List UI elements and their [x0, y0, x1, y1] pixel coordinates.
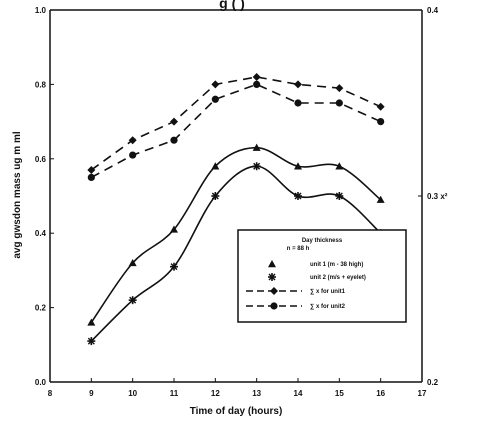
data-point: [294, 99, 302, 107]
y2-tick-label: 0.4: [427, 6, 439, 15]
legend-label: ∑ x for unit2: [310, 304, 346, 310]
data-point: [376, 102, 385, 111]
y-tick-label: 0.4: [35, 229, 47, 238]
series-line: [90, 165, 382, 342]
y-tick-label: 1.0: [35, 6, 47, 15]
x-tick-label: 11: [170, 389, 179, 398]
legend-box: [237, 229, 407, 323]
data-point: [252, 162, 261, 171]
data-point: [376, 195, 385, 203]
star-stroke: [294, 192, 302, 200]
star-stroke: [253, 162, 261, 170]
star-stroke: [211, 192, 219, 200]
data-point: [377, 118, 385, 126]
data-point: [211, 162, 220, 170]
y-tick-label: 0.6: [35, 155, 47, 164]
data-point: [128, 136, 137, 145]
series-3: [87, 72, 385, 174]
legend-marker: [270, 302, 278, 310]
data-point: [335, 99, 343, 107]
legend-marker: [268, 260, 276, 268]
y-tick-label: 0.8: [35, 80, 47, 89]
data-point: [87, 165, 96, 174]
series-line: [90, 76, 381, 171]
legend-item: ∑ x for unit2: [246, 302, 346, 310]
x-axis-title: Time of day (hours): [190, 406, 283, 417]
y-tick-label: 0.2: [35, 304, 47, 313]
data-point: [294, 192, 302, 200]
data-point: [211, 95, 219, 103]
data-point: [87, 337, 96, 346]
data-point: [335, 84, 344, 93]
legend-marker: [268, 273, 276, 281]
axes: 8 9 10 11 12 13 14 15 16 17 0.0 0.2 0.4 0.6 0.8 1.0 0.2 0…: [35, 6, 448, 398]
star-stroke: [87, 337, 95, 345]
data-point: [252, 72, 261, 81]
series-2: [87, 162, 385, 346]
series-1: [87, 143, 385, 326]
data-point: [211, 80, 220, 89]
data-point: [170, 117, 178, 126]
y2-tick-label: 0.2: [427, 378, 439, 387]
data-point: [170, 225, 178, 233]
x-tick-label: 14: [294, 389, 303, 398]
series-line: [90, 83, 381, 179]
legend-subtitle: n = 88 h: [287, 246, 310, 252]
legend-label: unit 2 (m/s + eyelet): [310, 275, 366, 281]
data-point: [128, 296, 137, 305]
y-tick-label: 0.0: [35, 378, 47, 387]
data-point: [128, 258, 137, 267]
data-point: [294, 162, 302, 170]
data-point: [335, 162, 344, 170]
star-stroke: [129, 296, 137, 304]
series-layer: [87, 72, 385, 346]
data-point: [252, 143, 261, 151]
data-point: [129, 151, 137, 159]
star-stroke: [170, 263, 178, 271]
data-point: [294, 80, 302, 89]
x-tick-label: 16: [376, 389, 385, 398]
data-point: [170, 262, 178, 271]
x-tick-label: 10: [128, 389, 137, 398]
data-point: [170, 136, 178, 144]
data-point: [87, 173, 95, 181]
legend-label: unit 1 (m - 38 high): [310, 262, 363, 268]
x-tick-label: 8: [48, 389, 53, 398]
legend-item: ∑ x for unit1: [246, 287, 346, 295]
data-point: [253, 80, 261, 88]
series-4: [87, 80, 385, 181]
chart-title: g ( ): [219, 0, 245, 11]
x-tick-label: 17: [418, 389, 427, 398]
x-tick-label: 9: [89, 389, 94, 398]
star-stroke: [335, 192, 343, 200]
legend-label: ∑ x for unit1: [310, 289, 346, 295]
legend-title: Day thickness: [302, 238, 343, 244]
legend-marker: [270, 287, 278, 295]
y2-tick-label: 0.3 x²: [427, 192, 448, 201]
data-point: [335, 192, 344, 200]
x-tick-label: 15: [335, 389, 344, 398]
legend-item: unit 2 (m/s + eyelet): [268, 273, 366, 281]
legend: Day thickness n = 88 h unit 1 (m - 38 high…: [237, 229, 407, 323]
data-point: [211, 192, 220, 200]
y-axis-title: avg gwsdon mass ug m ml: [12, 131, 23, 258]
data-point: [87, 318, 96, 326]
star-stroke: [268, 273, 276, 281]
legend-item: unit 1 (m - 38 high): [268, 260, 363, 268]
x-tick-label: 12: [211, 389, 220, 398]
x-tick-label: 13: [252, 389, 261, 398]
